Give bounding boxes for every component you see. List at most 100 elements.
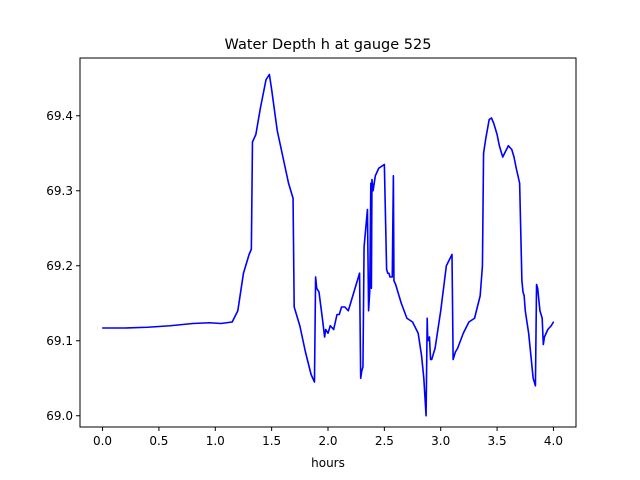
- y-tick-label: 69.0: [46, 409, 73, 423]
- data-point: [231, 321, 233, 323]
- data-point: [287, 182, 290, 184]
- data-point: [479, 295, 481, 297]
- data-point: [490, 117, 493, 119]
- chart-title: Water Depth h at gauge 525: [225, 37, 432, 53]
- data-point: [327, 332, 329, 334]
- data-point: [389, 276, 391, 278]
- data-point: [295, 313, 298, 316]
- data-point: [445, 265, 447, 267]
- data-point: [488, 118, 490, 121]
- series-line: [102, 73, 555, 417]
- x-tick-label: 0.5: [149, 434, 168, 448]
- data-point: [493, 122, 495, 124]
- data-point: [340, 306, 343, 308]
- data-point: [420, 355, 423, 357]
- data-point: [406, 317, 408, 319]
- x-tick-label: 4.0: [544, 434, 563, 448]
- data-point: [498, 145, 500, 147]
- data-point: [428, 336, 431, 338]
- data-point: [387, 272, 389, 274]
- data-point: [336, 313, 338, 316]
- data-point: [534, 385, 537, 387]
- data-point: [237, 310, 239, 312]
- data-point: [355, 283, 357, 286]
- data-point: [513, 156, 515, 158]
- data-point: [528, 332, 530, 334]
- data-point: [511, 148, 513, 151]
- data-point: [378, 167, 380, 169]
- data-point: [425, 415, 427, 417]
- data-point: [502, 156, 504, 158]
- data-point: [209, 322, 211, 324]
- data-point: [473, 317, 476, 319]
- data-point: [417, 332, 419, 334]
- data-point: [101, 327, 104, 329]
- data-point: [318, 291, 320, 293]
- x-tick-label: 0.0: [93, 434, 112, 448]
- data-point: [552, 321, 555, 323]
- x-axis-label: hours: [311, 456, 345, 470]
- x-tick-label: 1.5: [262, 434, 281, 448]
- data-point: [371, 178, 373, 181]
- data-point: [251, 141, 254, 143]
- y-tick-label: 69.4: [46, 109, 73, 123]
- data-point: [169, 325, 171, 327]
- data-point: [313, 381, 316, 383]
- data-point: [453, 355, 455, 357]
- data-point: [427, 340, 429, 342]
- data-point: [457, 347, 459, 349]
- data-point: [370, 182, 372, 184]
- data-point: [530, 355, 532, 357]
- data-point: [367, 310, 370, 312]
- data-point: [271, 88, 273, 91]
- data-point: [360, 377, 362, 379]
- data-point: [369, 291, 371, 293]
- data-point: [147, 326, 149, 328]
- data-point: [386, 268, 388, 271]
- data-point: [522, 291, 524, 293]
- data-point: [255, 133, 257, 136]
- data-point: [344, 306, 346, 308]
- data-point: [315, 276, 317, 278]
- data-point: [521, 280, 523, 282]
- data-point: [242, 272, 245, 274]
- data-point: [192, 322, 194, 325]
- data-point: [268, 73, 270, 76]
- data-point: [362, 366, 364, 368]
- data-point: [304, 351, 307, 353]
- y-axis-ticks: 69.0 69.1 69.2 69.3 69.4: [46, 109, 80, 423]
- data-point: [519, 182, 521, 184]
- data-point: [426, 317, 428, 319]
- data-point: [338, 313, 340, 316]
- data-point: [374, 175, 376, 177]
- data-point: [451, 253, 453, 256]
- data-point: [485, 137, 487, 139]
- data-point: [370, 287, 372, 289]
- data-point: [547, 328, 549, 331]
- data-point: [366, 208, 369, 211]
- x-tick-label: 2.5: [375, 434, 394, 448]
- data-point: [532, 377, 534, 379]
- y-tick-label: 69.3: [46, 184, 73, 198]
- data-point: [220, 322, 222, 325]
- data-point: [293, 306, 295, 308]
- data-point: [395, 283, 397, 286]
- data-point: [433, 351, 435, 353]
- y-tick-label: 69.1: [46, 334, 73, 348]
- data-point: [462, 332, 464, 334]
- data-point: [434, 347, 436, 349]
- data-point: [429, 358, 432, 361]
- data-point: [454, 351, 456, 353]
- plot-area: [101, 73, 555, 417]
- data-point: [358, 272, 361, 274]
- data-point: [535, 283, 538, 286]
- data-point: [523, 295, 525, 297]
- data-point: [248, 253, 250, 256]
- data-point: [550, 325, 552, 327]
- data-point: [292, 197, 294, 199]
- data-point: [436, 332, 438, 334]
- y-tick-label: 69.2: [46, 259, 73, 273]
- data-point: [539, 310, 541, 312]
- x-tick-label: 2.0: [318, 434, 337, 448]
